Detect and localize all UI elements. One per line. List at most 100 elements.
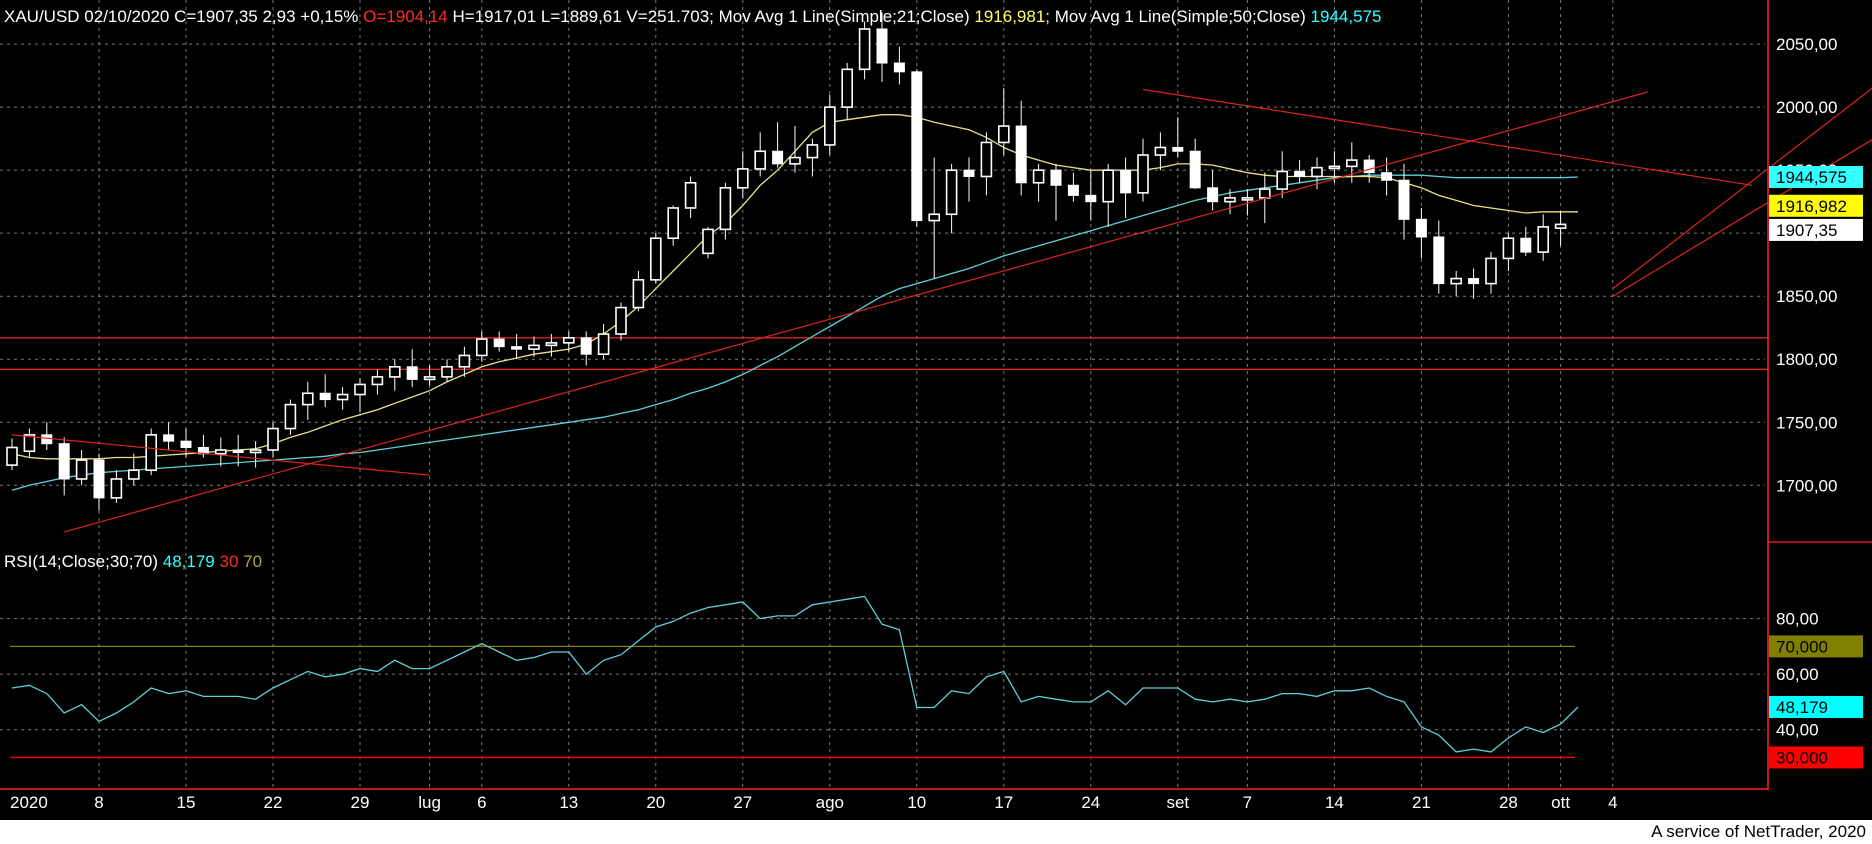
candle-up — [371, 376, 384, 386]
x-tick-label: 21 — [1412, 793, 1431, 812]
candle-up — [841, 68, 854, 108]
candle-down — [893, 62, 905, 73]
rsi-tick-label: 40,00 — [1776, 721, 1819, 740]
candle-up — [736, 168, 749, 189]
rsi-header: RSI(14;Close;30;70) 48,179 30 70 — [4, 552, 262, 572]
candle-down — [1050, 169, 1062, 186]
candle-down — [232, 449, 244, 454]
candle-down — [1468, 278, 1480, 285]
rsi-label-text: 70,000 — [1776, 637, 1828, 656]
high-low-volume: H=1917,01 L=1889,61 V=251.703; — [452, 7, 714, 26]
candle-up — [980, 141, 993, 178]
candle-down — [180, 440, 192, 448]
candle-down — [1207, 187, 1219, 203]
candle-up — [1154, 146, 1167, 156]
candle-up — [684, 181, 697, 209]
rsi-line — [11, 595, 1579, 753]
trendline — [64, 91, 1648, 533]
rsi-high: 70 — [243, 552, 263, 571]
candle-up — [128, 469, 140, 480]
candle-up — [858, 28, 871, 71]
rsi-label: RSI(14;Close;30;70) — [4, 552, 159, 571]
x-tick-label: ott — [1551, 793, 1570, 812]
candle-up — [388, 365, 401, 378]
candle-down — [163, 434, 175, 442]
candle-up — [562, 337, 575, 344]
grid — [0, 0, 1765, 788]
price-label-bg — [1769, 166, 1863, 189]
candle-up — [1502, 237, 1515, 260]
rsi-label-bg — [1769, 695, 1863, 718]
candle-up — [1032, 169, 1045, 184]
ma50-label: Mov Avg 1 Line(Simple;50;Close) — [1054, 7, 1306, 26]
candle-up — [789, 156, 801, 165]
candle-up — [284, 403, 297, 430]
candle-up — [441, 365, 453, 378]
candle-up — [1346, 159, 1358, 168]
candle-down — [493, 338, 505, 348]
candle-up — [1276, 170, 1288, 190]
x-tick-label: 10 — [907, 793, 926, 812]
candle-up — [1311, 166, 1323, 178]
rsi-low: 30 — [219, 552, 239, 571]
symbol-info: XAU/USD 02/10/2020 C=1907,35 2,93 +0,15% — [4, 7, 359, 26]
candle-down — [1415, 218, 1427, 238]
open-value: O=1904,14 — [363, 7, 448, 26]
rsi-label-bg — [1769, 746, 1863, 769]
candle-up — [6, 446, 18, 466]
candle-up — [1102, 169, 1114, 203]
price-tick-label: 1750,00 — [1776, 413, 1837, 432]
candle-up — [1450, 277, 1462, 285]
price-tick-label: 1850,00 — [1776, 287, 1837, 306]
candle-up — [75, 459, 88, 480]
price-labels: 1944,575 1916,982 1907,35 70,000 48,179 30,00… — [1769, 166, 1863, 769]
candle-up — [649, 237, 662, 281]
candle-down — [1189, 150, 1201, 189]
rsi-label-text: 30,000 — [1776, 748, 1828, 767]
candle-down — [1398, 179, 1410, 220]
candle-up — [1328, 165, 1341, 170]
candle-up — [702, 228, 714, 255]
rsi-tick-label: 80,00 — [1776, 610, 1819, 629]
candle-down — [1015, 125, 1027, 184]
x-tick-label: 20 — [646, 793, 665, 812]
candle-up — [1259, 188, 1271, 199]
x-tick-label: 24 — [1081, 793, 1100, 812]
candle-up — [928, 213, 941, 222]
candle-down — [1363, 159, 1375, 174]
price-label-bg — [1769, 218, 1863, 241]
candle-up — [1241, 197, 1254, 201]
candle-up — [423, 376, 436, 381]
price-tick-label: 1700,00 — [1776, 476, 1837, 495]
candle-down — [93, 459, 105, 499]
candle-up — [301, 392, 314, 406]
candle-up — [354, 383, 366, 396]
candle-up — [615, 306, 627, 335]
x-tick-label: ago — [816, 793, 844, 812]
candle-up — [1554, 223, 1567, 229]
candle-down — [1172, 146, 1184, 152]
candle-up — [336, 393, 349, 401]
candle-down — [876, 28, 888, 64]
x-tick-label: 22 — [264, 793, 283, 812]
candle-down — [1433, 236, 1445, 285]
candle-down — [1520, 237, 1532, 253]
candle-up — [719, 187, 732, 231]
price-tick-label: 2000,00 — [1776, 98, 1837, 117]
candle-up — [632, 279, 645, 309]
rsi-label-bg — [1769, 635, 1863, 658]
candle-up — [997, 125, 1010, 144]
candle-up — [754, 150, 767, 170]
candle-up — [458, 354, 471, 368]
rsi-value: 48,179 — [162, 552, 215, 571]
ma21-value: 1916,981; — [974, 7, 1051, 26]
candle-down — [511, 346, 523, 350]
trendline — [11, 434, 430, 476]
candle-up — [215, 449, 227, 455]
candle-down — [1120, 169, 1132, 194]
axes: 2050,002000,001950,001900,001850,001800,… — [0, 0, 1872, 812]
candle-up — [528, 344, 540, 350]
candle-up — [475, 338, 488, 357]
candle-up — [823, 106, 836, 146]
